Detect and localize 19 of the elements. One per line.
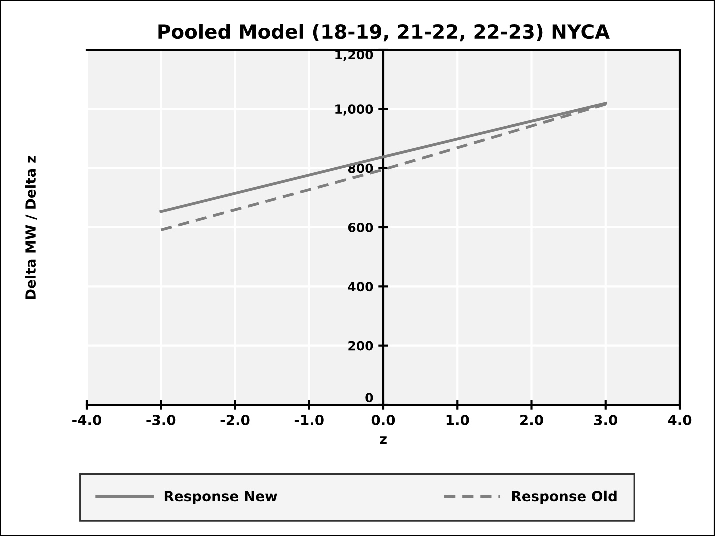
y-axis-title: Delta MW / Delta z (25, 156, 38, 300)
y-tick-label: 200 (348, 341, 374, 351)
legend-label: Response New (164, 491, 278, 504)
legend-label: Response Old (512, 490, 617, 504)
x-tick-label: 2.0 (520, 414, 544, 426)
x-tick-label: 0.0 (372, 414, 396, 426)
x-tick-label: -2.0 (220, 414, 250, 426)
x-tick-label: -1.0 (294, 414, 324, 426)
y-tick-label: 600 (348, 222, 374, 232)
chart-title: Pooled Model (18-19, 21-22, 22-23) NYCA (158, 24, 610, 42)
x-tick-label: 1.0 (446, 414, 470, 426)
x-tick-label: 3.0 (594, 414, 618, 426)
x-tick-label: 4.0 (668, 414, 692, 426)
y-tick-label: 1,000 (336, 104, 374, 116)
x-axis-title: z (380, 436, 387, 444)
y-tick-label: 400 (348, 282, 374, 292)
x-tick-label: -3.0 (146, 414, 176, 426)
x-tick-label: -4.0 (72, 414, 102, 426)
y-tick-label: 0 (366, 393, 374, 403)
